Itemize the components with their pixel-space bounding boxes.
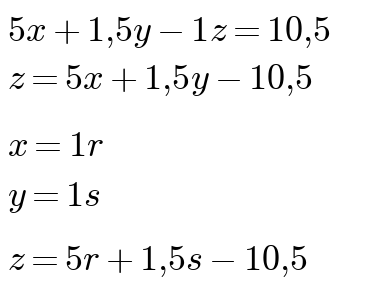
Text: $5x + 1{,}5y - 1z = 10{,}5$: $5x + 1{,}5y - 1z = 10{,}5$ [7,14,331,50]
Text: $z = 5r + 1{,}5s - 10{,}5$: $z = 5r + 1{,}5s - 10{,}5$ [7,243,308,279]
Text: $z = 5x + 1{,}5y - 10{,}5$: $z = 5x + 1{,}5y - 10{,}5$ [7,62,313,98]
Text: $y = 1s$: $y = 1s$ [7,180,101,215]
Text: $x = 1r$: $x = 1r$ [7,130,104,163]
